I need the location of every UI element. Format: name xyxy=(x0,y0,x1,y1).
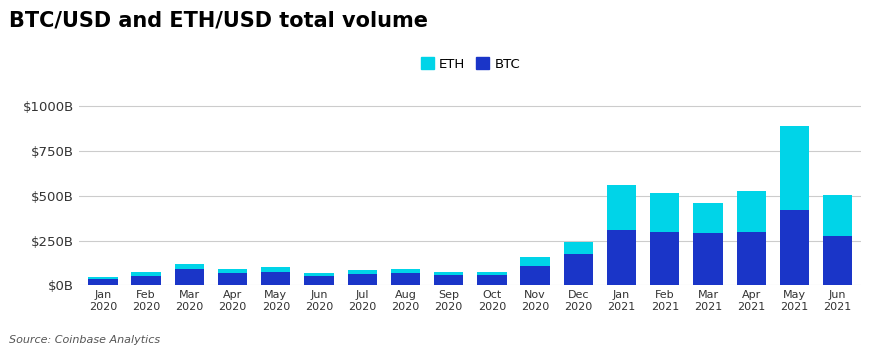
Bar xyxy=(477,275,506,285)
Bar xyxy=(520,266,549,285)
Bar xyxy=(88,277,118,279)
Bar xyxy=(563,243,593,254)
Bar xyxy=(434,272,463,275)
Bar xyxy=(606,230,636,285)
Bar xyxy=(261,268,290,272)
Bar xyxy=(131,272,161,276)
Bar xyxy=(477,272,506,275)
Bar xyxy=(693,232,722,285)
Bar xyxy=(88,279,118,285)
Bar xyxy=(347,274,377,285)
Legend: ETH, BTC: ETH, BTC xyxy=(414,52,525,76)
Text: Source: Coinbase Analytics: Source: Coinbase Analytics xyxy=(9,334,160,345)
Bar xyxy=(650,193,679,232)
Bar xyxy=(736,190,765,232)
Bar xyxy=(218,273,247,285)
Bar xyxy=(131,276,161,285)
Text: BTC/USD and ETH/USD total volume: BTC/USD and ETH/USD total volume xyxy=(9,10,428,30)
Bar xyxy=(304,276,334,285)
Bar xyxy=(736,232,765,285)
Bar xyxy=(779,210,809,285)
Bar xyxy=(606,185,636,230)
Bar xyxy=(563,254,593,285)
Bar xyxy=(650,232,679,285)
Bar xyxy=(175,264,204,269)
Bar xyxy=(391,269,420,273)
Bar xyxy=(822,195,852,236)
Bar xyxy=(261,272,290,285)
Bar xyxy=(218,269,247,273)
Bar xyxy=(693,203,722,232)
Bar xyxy=(779,126,809,210)
Bar xyxy=(822,236,852,285)
Bar xyxy=(175,269,204,285)
Bar xyxy=(347,270,377,274)
Bar xyxy=(434,275,463,285)
Bar xyxy=(520,257,549,266)
Bar xyxy=(304,273,334,276)
Bar xyxy=(391,273,420,285)
